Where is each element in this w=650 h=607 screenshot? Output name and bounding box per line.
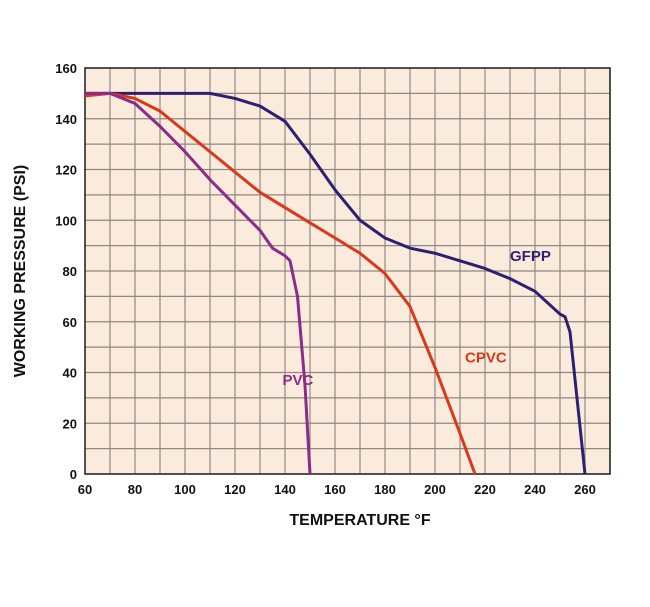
- x-tick-label: 260: [574, 482, 596, 497]
- x-tick-label: 220: [474, 482, 496, 497]
- x-tick-label: 80: [128, 482, 142, 497]
- series-line-gfpp: [85, 91, 587, 475]
- x-tick-label: 240: [524, 482, 546, 497]
- y-tick-label: 100: [55, 213, 77, 228]
- series-line-cpvc: [84, 91, 477, 475]
- x-tick-label: 120: [224, 482, 246, 497]
- series-line-pvc: [85, 91, 312, 475]
- x-tick-label: 180: [374, 482, 396, 497]
- x-axis-label: TEMPERATURE °F: [289, 512, 430, 529]
- y-axis-label: WORKING PRESSURE (PSI): [12, 165, 29, 377]
- x-tick-label: 160: [324, 482, 346, 497]
- y-tick-label: 40: [63, 366, 77, 381]
- series-label-pvc: PVC: [283, 372, 314, 389]
- grid: [84, 67, 611, 475]
- x-tick-label: 200: [424, 482, 446, 497]
- series-label-cpvc: CPVC: [465, 349, 507, 366]
- y-tick-label: 20: [63, 416, 77, 431]
- y-tick-label: 60: [63, 315, 77, 330]
- x-tick-label: 100: [174, 482, 196, 497]
- series-labels: GFPP CPVC PVC: [283, 248, 551, 389]
- y-tick-label: 160: [55, 61, 77, 76]
- series-label-gfpp: GFPP: [510, 248, 551, 265]
- series-lines: [84, 91, 587, 475]
- y-tick-label: 80: [63, 264, 77, 279]
- y-tick-label: 0: [70, 467, 77, 482]
- plot-border: [84, 67, 611, 475]
- tick-labels: 60 80 100 120 140 160 180 200 220 240 260 0 20 40 60 80…: [55, 61, 596, 497]
- y-tick-label: 120: [55, 163, 77, 178]
- x-tick-label: 140: [274, 482, 296, 497]
- x-tick-label: 60: [78, 482, 92, 497]
- y-tick-label: 140: [55, 112, 77, 127]
